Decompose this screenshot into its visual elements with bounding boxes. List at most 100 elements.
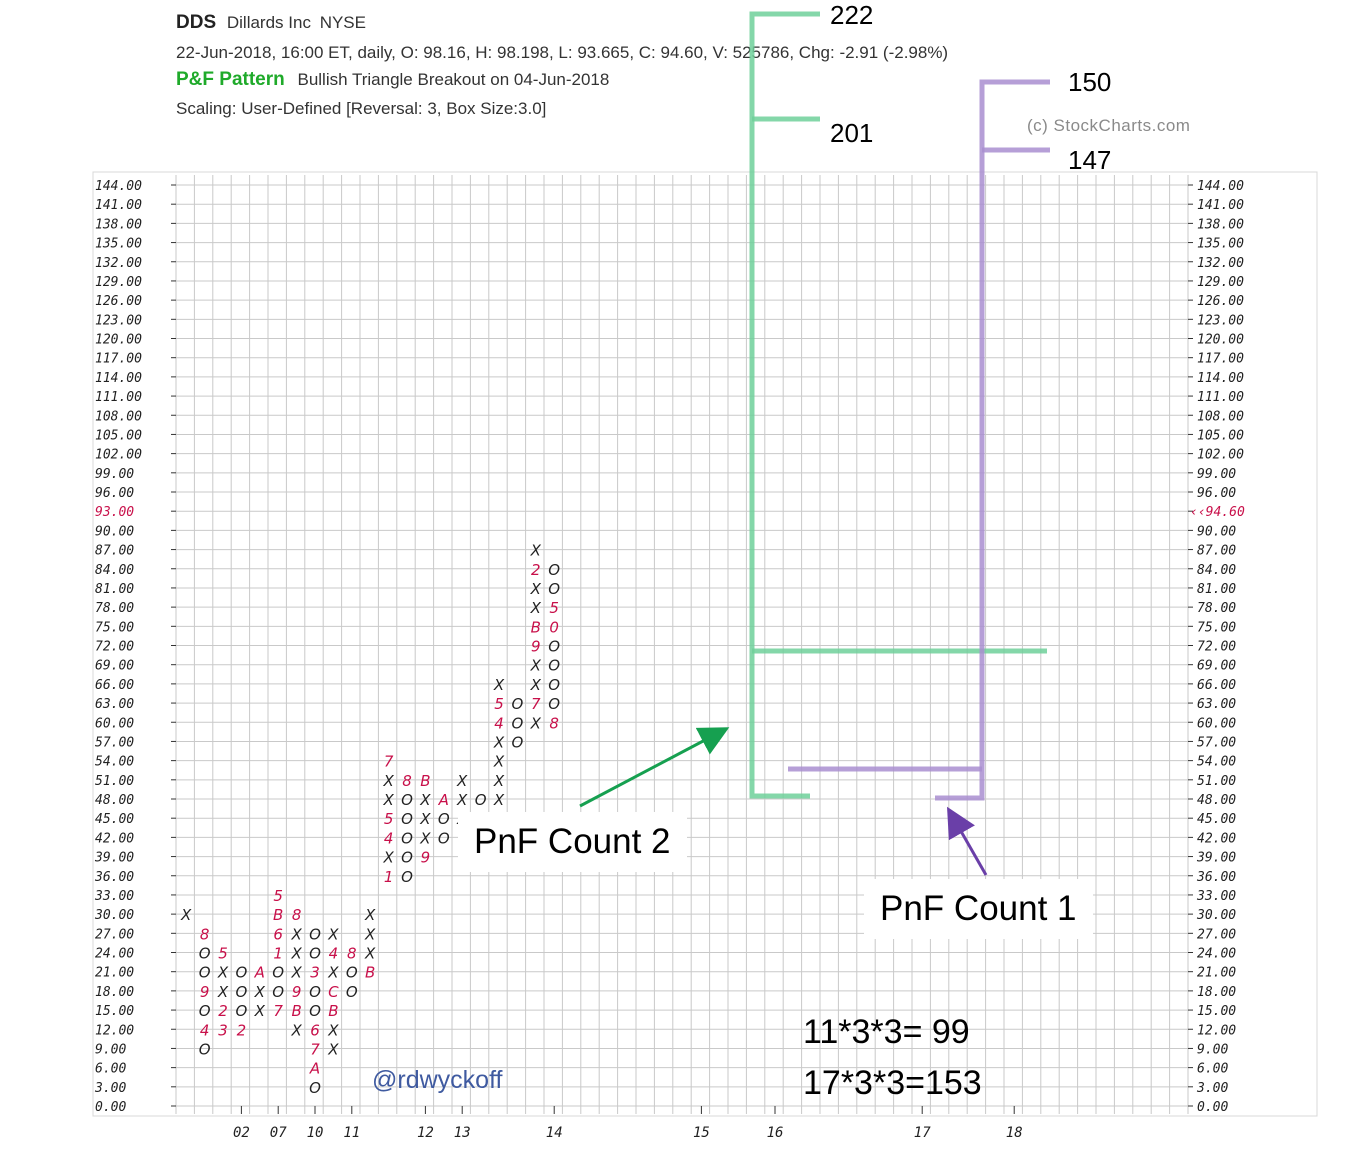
o-box: O bbox=[199, 1040, 211, 1058]
target-150: 150 bbox=[1068, 67, 1112, 97]
o-box: O bbox=[235, 983, 247, 1001]
y-tick-label-right: 120.00 bbox=[1197, 333, 1244, 348]
y-tick-label-left: 120.00 bbox=[95, 333, 142, 348]
month-marker: 8 bbox=[549, 714, 559, 732]
chart-header-line1: DDS Dillards Inc NYSE bbox=[176, 12, 366, 34]
y-tick-label-right: 33.00 bbox=[1196, 889, 1236, 904]
o-box: O bbox=[199, 945, 211, 963]
month-marker: 7 bbox=[273, 1002, 283, 1020]
y-tick-label-right: 87.00 bbox=[1197, 544, 1236, 559]
x-box: X bbox=[419, 829, 431, 847]
x-box: X bbox=[493, 772, 505, 790]
y-tick-label-left: 87.00 bbox=[95, 544, 134, 559]
x-box: X bbox=[530, 714, 542, 732]
y-tick-label-right: 36.00 bbox=[1196, 870, 1236, 885]
month-marker: 5 bbox=[549, 599, 559, 617]
y-tick-label-left: 6.00 bbox=[95, 1062, 126, 1077]
y-tick-label-right: 51.00 bbox=[1197, 774, 1236, 789]
month-marker: 8 bbox=[292, 906, 302, 924]
o-box: O bbox=[272, 983, 284, 1001]
copyright: (c) StockCharts.com bbox=[1027, 116, 1191, 135]
x-box: X bbox=[530, 599, 542, 617]
o-box: O bbox=[272, 964, 284, 982]
o-box: O bbox=[235, 964, 247, 982]
y-tick-label-left: 18.00 bbox=[95, 985, 134, 1000]
x-box: X bbox=[327, 1040, 339, 1058]
x-box: X bbox=[217, 983, 229, 1001]
month-marker: 0 bbox=[549, 618, 559, 636]
x-tick-label: 14 bbox=[546, 1125, 563, 1141]
o-box: O bbox=[235, 1002, 247, 1020]
x-box: X bbox=[364, 945, 376, 963]
month-marker: 4 bbox=[200, 1021, 210, 1039]
o-box: O bbox=[199, 1002, 211, 1020]
month-marker: 5 bbox=[384, 810, 394, 828]
count2-arrow bbox=[579, 727, 730, 808]
x-tick-label: 07 bbox=[270, 1125, 287, 1141]
month-marker: 1 bbox=[384, 868, 394, 886]
y-tick-label-right: 18.00 bbox=[1197, 985, 1236, 1000]
x-box: X bbox=[456, 791, 468, 809]
o-box: O bbox=[401, 868, 413, 886]
x-box: X bbox=[530, 580, 542, 598]
month-marker: 9 bbox=[200, 983, 210, 1001]
o-box: O bbox=[548, 638, 560, 656]
x-tick-label: 17 bbox=[914, 1125, 931, 1141]
month-marker: A bbox=[438, 791, 449, 809]
month-marker: 4 bbox=[329, 945, 339, 963]
y-tick-label-right: 45.00 bbox=[1197, 812, 1236, 827]
y-tick-label-right: 99.00 bbox=[1197, 467, 1236, 482]
x-box: X bbox=[530, 676, 542, 694]
month-marker: C bbox=[328, 983, 339, 1001]
y-tick-label-left: 141.00 bbox=[95, 198, 142, 213]
month-marker: 4 bbox=[494, 714, 504, 732]
y-tick-label-left: 51.00 bbox=[95, 774, 134, 789]
target-147: 147 bbox=[1068, 145, 1112, 175]
y-tick-label-right: 96.00 bbox=[1197, 486, 1236, 501]
y-tick-label-right: 9.00 bbox=[1197, 1042, 1228, 1057]
y-tick-label-left: 33.00 bbox=[94, 889, 134, 904]
exchange: NYSE bbox=[319, 13, 366, 32]
x-box: X bbox=[364, 925, 376, 943]
y-tick-label-left: 72.00 bbox=[95, 640, 134, 655]
y-tick-label-left: 126.00 bbox=[95, 294, 142, 309]
month-marker: 9 bbox=[292, 983, 302, 1001]
x-tick-label: 15 bbox=[693, 1125, 710, 1141]
o-box: O bbox=[309, 925, 321, 943]
y-tick-label-right: 90.00 bbox=[1197, 524, 1236, 539]
o-box: O bbox=[401, 829, 413, 847]
y-tick-label-left: 3.00 bbox=[94, 1081, 126, 1096]
y-tick-label-right: 72.00 bbox=[1197, 640, 1236, 655]
month-marker: 5 bbox=[494, 695, 504, 713]
y-tick-label-left: 9.00 bbox=[95, 1042, 126, 1057]
x-box: X bbox=[493, 753, 505, 771]
month-marker: A bbox=[254, 964, 265, 982]
y-tick-label-left: 99.00 bbox=[95, 467, 134, 482]
month-marker: 7 bbox=[531, 695, 541, 713]
y-tick-label-right: 135.00 bbox=[1197, 237, 1244, 252]
count2-bracket bbox=[749, 11, 820, 799]
pattern-label: P&F Pattern bbox=[176, 69, 285, 90]
o-box: O bbox=[438, 829, 450, 847]
y-tick-label-left: 60.00 bbox=[95, 716, 134, 731]
y-tick-label-right: 105.00 bbox=[1197, 428, 1244, 443]
y-tick-label-right: 78.00 bbox=[1197, 601, 1236, 616]
y-tick-label-left: 75.00 bbox=[95, 620, 134, 635]
scaling-line: Scaling: User-Defined [Reversal: 3, Box … bbox=[176, 99, 547, 118]
x-box: X bbox=[382, 849, 394, 867]
count1-bracket bbox=[935, 79, 1050, 801]
month-marker: 3 bbox=[218, 1021, 228, 1039]
y-tick-label-left: 138.00 bbox=[95, 217, 142, 232]
month-marker: 8 bbox=[347, 945, 357, 963]
count-formula-1: 11*3*3= 99 bbox=[803, 1013, 970, 1051]
o-box: O bbox=[309, 1002, 321, 1020]
o-box: O bbox=[548, 561, 560, 579]
y-tick-label-right: 42.00 bbox=[1197, 831, 1236, 846]
o-box: O bbox=[511, 733, 523, 751]
x-tick-label: 16 bbox=[767, 1125, 784, 1141]
o-box: O bbox=[511, 714, 523, 732]
month-marker: B bbox=[273, 906, 283, 924]
o-box: O bbox=[475, 791, 487, 809]
y-tick-label-right: 48.00 bbox=[1197, 793, 1236, 808]
